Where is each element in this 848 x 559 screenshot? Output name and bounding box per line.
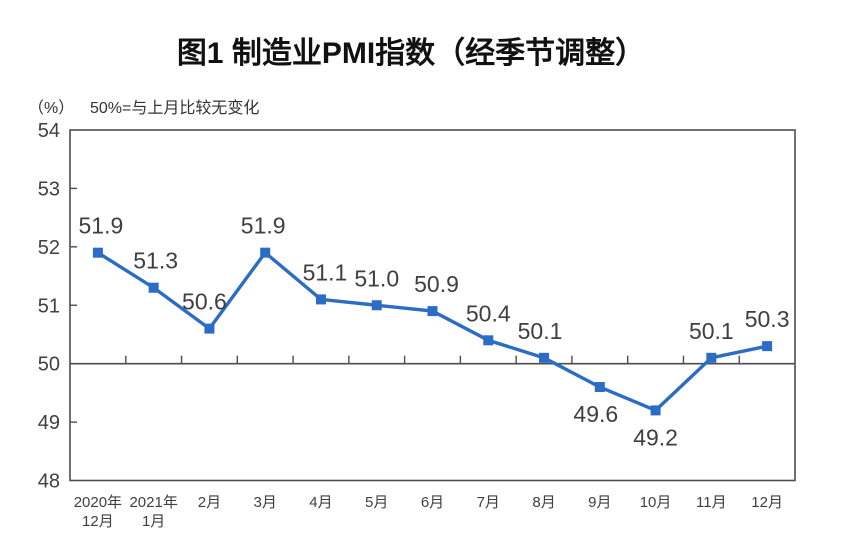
x-axis-label: 1月 xyxy=(142,513,165,530)
data-point-label: 51.9 xyxy=(241,213,286,239)
x-axis-label: 12月 xyxy=(82,513,114,530)
data-point-marker xyxy=(148,282,159,293)
data-point-label: 51.3 xyxy=(133,248,178,274)
data-point-marker xyxy=(315,294,326,305)
y-axis-label: 54 xyxy=(38,120,60,142)
data-point-marker xyxy=(650,405,661,416)
chart-title: 图1 制造业PMI指数（经季节调整） xyxy=(176,37,646,70)
data-point-marker xyxy=(706,352,717,363)
x-axis-label: 9月 xyxy=(588,494,611,511)
data-point-label: 50.1 xyxy=(518,318,563,344)
x-axis-label: 4月 xyxy=(309,494,332,511)
x-axis-label: 8月 xyxy=(532,494,555,511)
x-axis-label: 12月 xyxy=(751,494,783,511)
data-point-label: 50.1 xyxy=(689,318,734,344)
y-axis-label: 48 xyxy=(38,471,60,493)
x-axis-label: 2020年 xyxy=(74,494,122,511)
y-axis-label: 50 xyxy=(38,354,60,376)
x-axis-label: 3月 xyxy=(254,494,277,511)
data-point-marker xyxy=(539,352,550,363)
data-point-label: 50.9 xyxy=(414,271,459,297)
data-point-label: 49.6 xyxy=(573,401,618,427)
y-axis-label: 53 xyxy=(38,178,60,200)
data-point-marker xyxy=(260,247,271,258)
x-axis-label: 6月 xyxy=(421,494,444,511)
data-point-marker xyxy=(594,382,605,393)
data-point-marker xyxy=(427,306,438,317)
x-axis-label: 7月 xyxy=(477,494,500,511)
data-point-marker xyxy=(762,341,773,352)
y-axis-unit-label: （%） xyxy=(28,100,75,117)
data-point-label: 51.9 xyxy=(79,213,124,239)
data-point-marker xyxy=(371,300,382,311)
data-point-marker xyxy=(92,247,103,258)
reference-line-note: 50%=与上月比较无变化 xyxy=(90,100,260,117)
y-axis-label: 49 xyxy=(38,412,60,434)
data-point-label: 50.4 xyxy=(466,300,511,326)
data-point-label: 50.6 xyxy=(182,289,227,315)
y-axis-label: 52 xyxy=(38,237,60,259)
x-axis-label: 11月 xyxy=(696,494,727,511)
data-point-label: 49.2 xyxy=(633,424,678,450)
y-axis-label: 51 xyxy=(38,295,60,317)
x-axis-label: 2月 xyxy=(198,494,221,511)
data-point-marker xyxy=(204,323,215,334)
x-axis-label: 10月 xyxy=(640,494,672,511)
data-point-label: 51.0 xyxy=(354,265,399,291)
data-point-label: 51.1 xyxy=(303,259,348,285)
data-point-marker xyxy=(483,335,494,346)
x-axis-label: 2021年 xyxy=(129,494,177,511)
x-axis-label: 5月 xyxy=(365,494,388,511)
data-point-label: 50.3 xyxy=(745,306,790,332)
